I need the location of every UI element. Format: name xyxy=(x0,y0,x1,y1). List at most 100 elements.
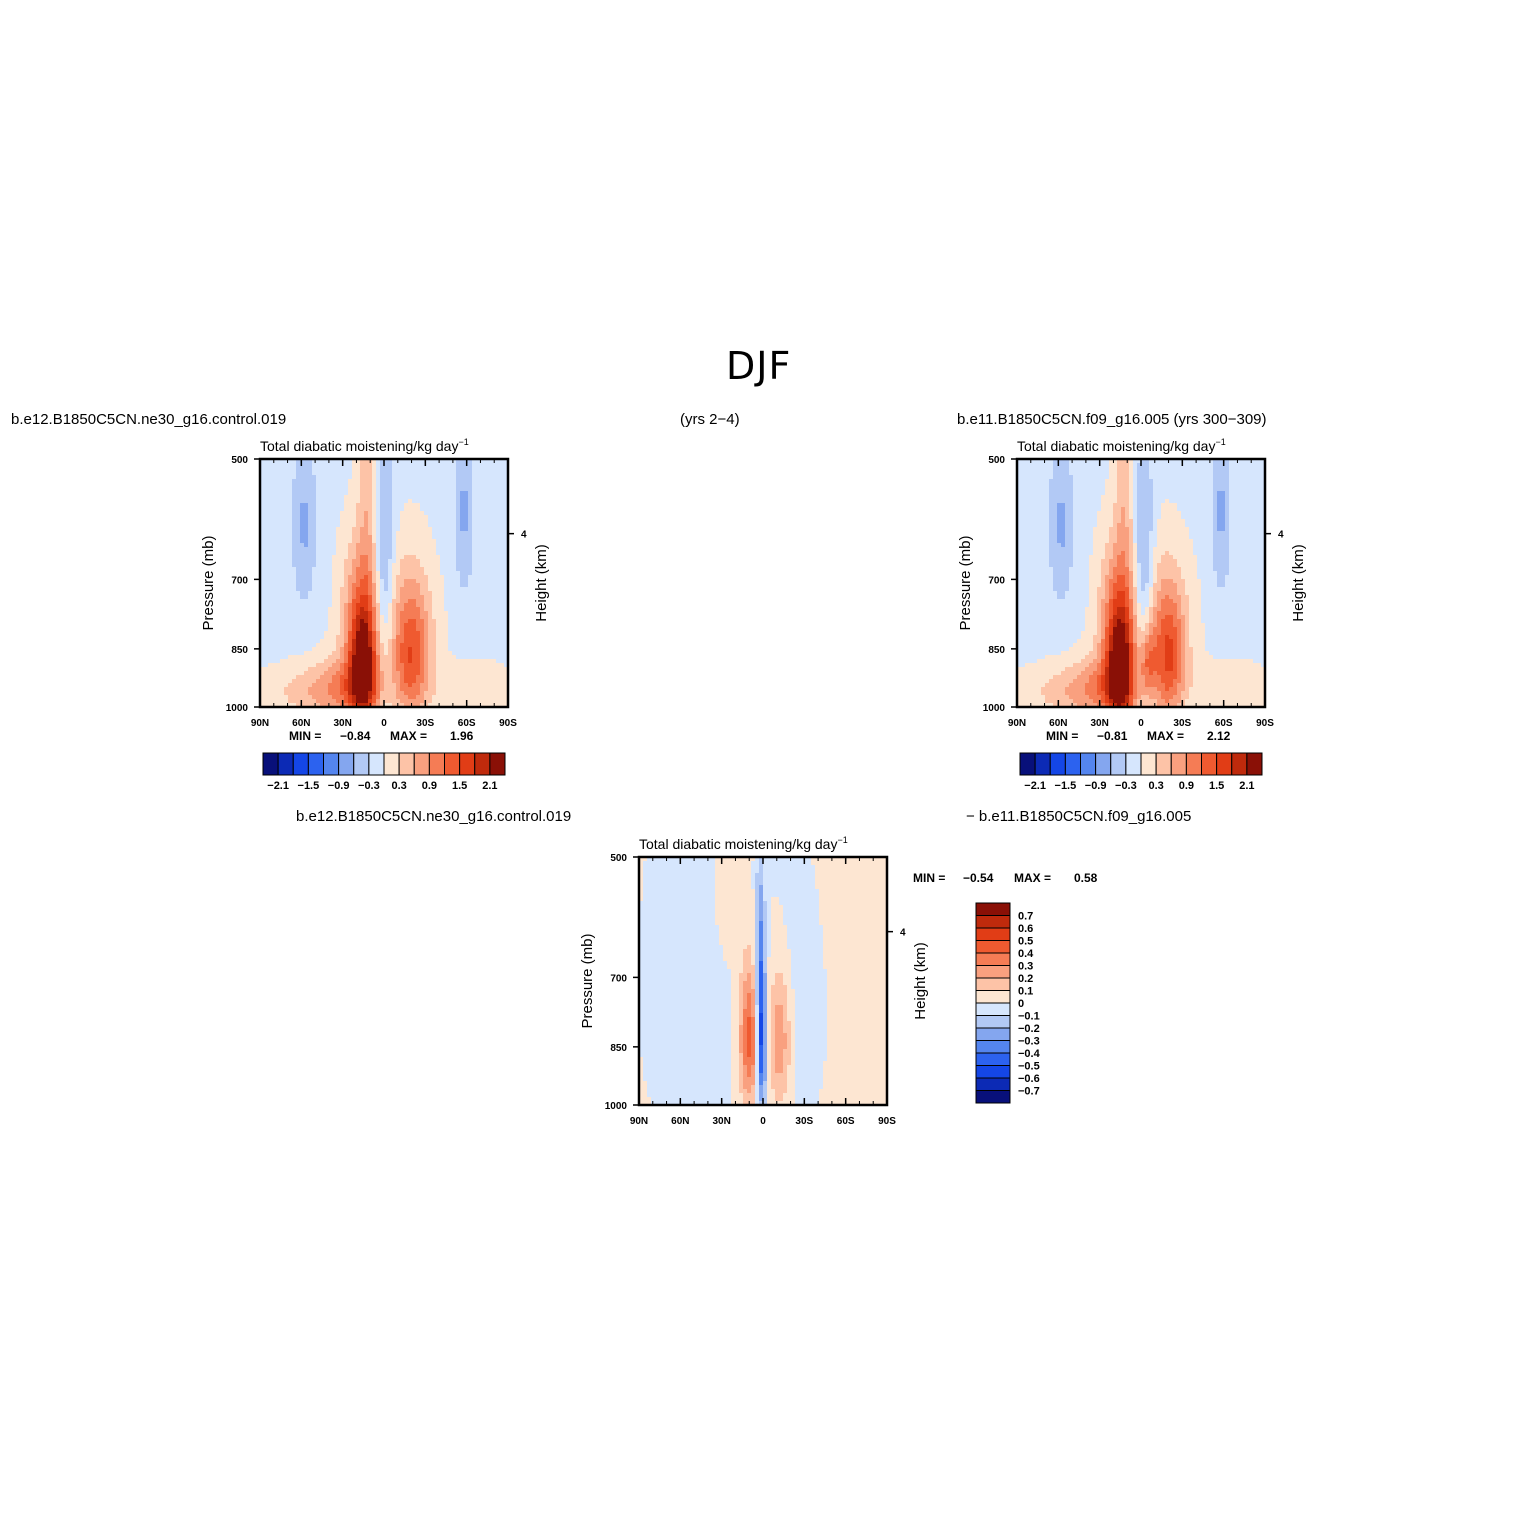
field-cell xyxy=(496,647,501,652)
field-cell xyxy=(1077,487,1082,492)
field-cell xyxy=(464,687,469,692)
field-cell xyxy=(332,615,337,620)
field-cell xyxy=(480,523,485,528)
field-cell xyxy=(504,523,509,528)
field-cell xyxy=(484,587,489,592)
field-cell xyxy=(1057,503,1062,508)
field-cell xyxy=(404,639,409,644)
field-cell xyxy=(464,651,469,656)
field-cell xyxy=(1069,619,1074,624)
field-cell xyxy=(436,491,441,496)
field-cell xyxy=(292,695,297,700)
field-cell xyxy=(452,503,457,508)
field-cell xyxy=(272,607,277,612)
field-cell xyxy=(272,531,277,536)
field-cell xyxy=(492,687,497,692)
field-cell xyxy=(356,615,361,620)
field-cell xyxy=(412,555,417,560)
field-cell xyxy=(460,515,465,520)
field-cell xyxy=(400,675,405,680)
field-cell xyxy=(492,483,497,488)
field-cell xyxy=(272,515,277,520)
field-cell xyxy=(368,583,373,588)
field-cell xyxy=(464,679,469,684)
field-cell xyxy=(420,651,425,656)
field-cell xyxy=(312,575,317,580)
field-cell xyxy=(500,559,505,564)
field-cell xyxy=(1049,659,1054,664)
field-cell xyxy=(1065,571,1070,576)
field-cell xyxy=(1029,619,1034,624)
field-cell xyxy=(468,467,473,472)
field-cell xyxy=(484,575,489,580)
field-cell xyxy=(328,511,333,516)
field-cell xyxy=(356,703,361,708)
field-cell xyxy=(444,523,449,528)
field-cell xyxy=(364,543,369,548)
field-cell xyxy=(472,647,477,652)
field-cell xyxy=(500,607,505,612)
field-cell xyxy=(404,543,409,548)
field-cell xyxy=(368,507,373,512)
field-cell xyxy=(268,563,273,568)
field-cell xyxy=(300,571,305,576)
field-cell xyxy=(308,683,313,688)
field-cell xyxy=(388,539,393,544)
field-cell xyxy=(260,531,265,536)
field-cell xyxy=(1049,615,1054,620)
case-test-label: b.e12.B1850C5CN.ne30_g16.control.019 xyxy=(11,411,287,428)
field-cell xyxy=(356,527,361,532)
field-cell xyxy=(1045,603,1050,608)
field-cell xyxy=(496,583,501,588)
field-cell xyxy=(408,571,413,576)
field-cell xyxy=(1029,691,1034,696)
field-cell xyxy=(364,579,369,584)
field-cell xyxy=(1037,611,1042,616)
field-cell xyxy=(356,459,361,464)
field-cell xyxy=(1045,611,1050,616)
field-cell xyxy=(344,535,349,540)
field-cell xyxy=(1061,491,1066,496)
field-cell xyxy=(484,631,489,636)
field-cell xyxy=(1065,523,1070,528)
field-cell xyxy=(1017,627,1022,632)
field-cell xyxy=(420,487,425,492)
field-cell xyxy=(412,619,417,624)
field-cell xyxy=(1045,467,1050,472)
field-cell xyxy=(432,599,437,604)
field-cell xyxy=(504,471,509,476)
field-cell xyxy=(340,471,345,476)
field-cell xyxy=(1045,583,1050,588)
field-cell xyxy=(276,539,281,544)
field-cell xyxy=(432,515,437,520)
field-cell xyxy=(392,563,397,568)
field-cell xyxy=(416,639,421,644)
field-cell xyxy=(292,463,297,468)
field-cell xyxy=(300,527,305,532)
field-cell xyxy=(368,699,373,704)
field-cell xyxy=(376,695,381,700)
field-cell xyxy=(452,575,457,580)
field-cell xyxy=(444,663,449,668)
field-cell xyxy=(280,583,285,588)
field-cell xyxy=(416,483,421,488)
field-cell xyxy=(416,603,421,608)
field-cell xyxy=(1033,703,1038,708)
field-cell xyxy=(440,483,445,488)
field-cell xyxy=(412,551,417,556)
field-cell xyxy=(448,639,453,644)
field-cell xyxy=(1033,475,1038,480)
field-cell xyxy=(432,491,437,496)
field-cell xyxy=(1057,651,1062,656)
field-cell xyxy=(496,463,501,468)
field-cell xyxy=(1041,655,1046,660)
field-cell xyxy=(380,547,385,552)
field-cell xyxy=(364,495,369,500)
field-cell xyxy=(304,687,309,692)
field-cell xyxy=(1061,571,1066,576)
field-cell xyxy=(388,703,393,708)
field-cell xyxy=(368,571,373,576)
field-cell xyxy=(476,567,481,572)
field-cell xyxy=(352,627,357,632)
field-cell xyxy=(408,567,413,572)
